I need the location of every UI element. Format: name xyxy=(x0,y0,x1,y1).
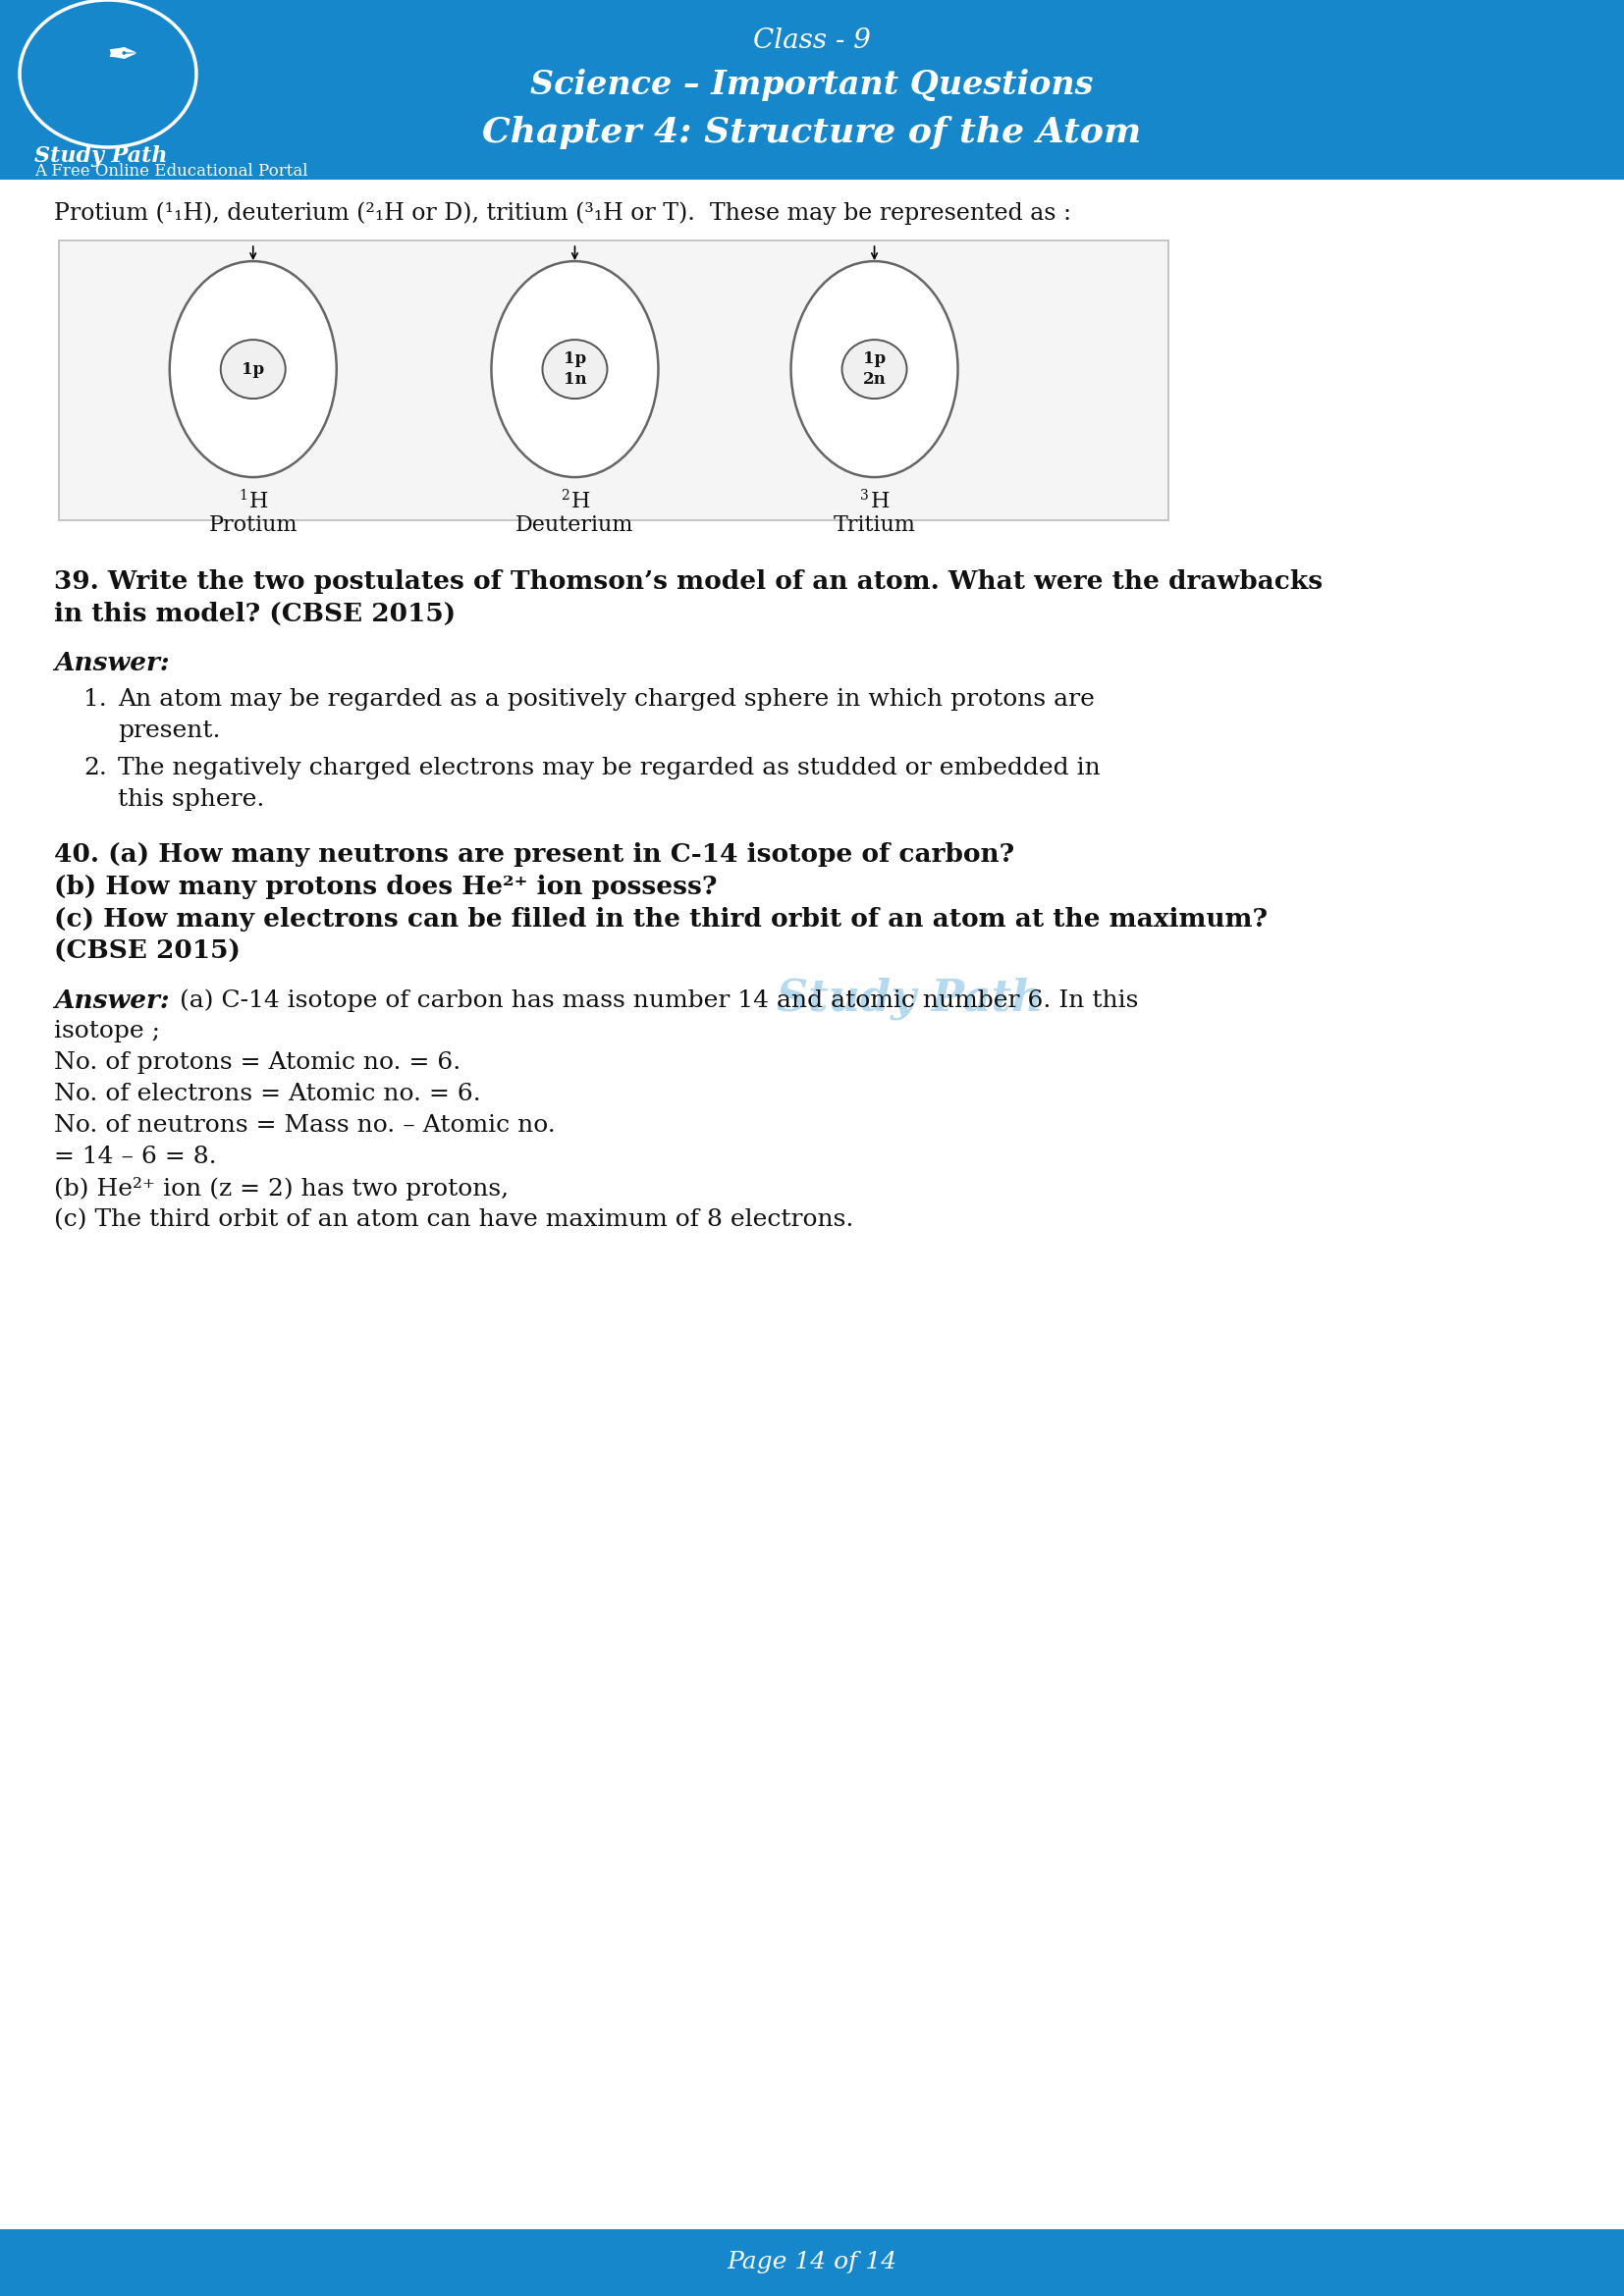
Text: No. of protons = Atomic no. = 6.: No. of protons = Atomic no. = 6. xyxy=(54,1052,461,1075)
Text: (a) C-14 isotope of carbon has mass number 14 and atomic number 6. In this: (a) C-14 isotope of carbon has mass numb… xyxy=(172,990,1138,1013)
Text: = 14 – 6 = 8.: = 14 – 6 = 8. xyxy=(54,1146,216,1169)
Text: 1.: 1. xyxy=(83,689,107,712)
Text: 1p
1n: 1p 1n xyxy=(564,351,586,388)
Text: H: H xyxy=(572,491,590,512)
Text: A Free Online Educational Portal: A Free Online Educational Portal xyxy=(34,163,309,179)
Text: Tritium: Tritium xyxy=(833,514,916,535)
Text: Study Path: Study Path xyxy=(34,145,167,168)
Text: isotope ;: isotope ; xyxy=(54,1019,161,1042)
Text: An atom may be regarded as a positively charged sphere in which protons are: An atom may be regarded as a positively … xyxy=(119,689,1095,712)
Text: Class - 9: Class - 9 xyxy=(754,28,870,55)
Text: 3: 3 xyxy=(861,489,869,503)
Text: 1: 1 xyxy=(239,489,247,503)
Text: 2: 2 xyxy=(560,489,568,503)
Text: (c) How many electrons can be filled in the third orbit of an atom at the maximu: (c) How many electrons can be filled in … xyxy=(54,907,1268,932)
Text: in this model? (CBSE 2015): in this model? (CBSE 2015) xyxy=(54,602,456,627)
Ellipse shape xyxy=(221,340,286,400)
Ellipse shape xyxy=(169,262,336,478)
Text: 40. (a) How many neutrons are present in C-14 isotope of carbon?: 40. (a) How many neutrons are present in… xyxy=(54,843,1015,868)
Text: No. of electrons = Atomic no. = 6.: No. of electrons = Atomic no. = 6. xyxy=(54,1084,481,1104)
Text: No. of neutrons = Mass no. – Atomic no.: No. of neutrons = Mass no. – Atomic no. xyxy=(54,1114,555,1137)
Text: 1p
2n: 1p 2n xyxy=(862,351,887,388)
Text: The negatively charged electrons may be regarded as studded or embedded in: The negatively charged electrons may be … xyxy=(119,758,1101,778)
Text: Chapter 4: Structure of the Atom: Chapter 4: Structure of the Atom xyxy=(482,115,1142,149)
Text: 39. Write the two postulates of Thomson’s model of an atom. What were the drawba: 39. Write the two postulates of Thomson’… xyxy=(54,569,1322,595)
FancyBboxPatch shape xyxy=(58,241,1168,521)
Text: Science – Important Questions: Science – Important Questions xyxy=(531,69,1093,101)
Text: H: H xyxy=(248,491,268,512)
Text: ✒: ✒ xyxy=(107,37,138,73)
Text: Answer:: Answer: xyxy=(54,990,169,1013)
Ellipse shape xyxy=(492,262,658,478)
Text: Protium (¹₁H), deuterium (²₁H or D), tritium (³₁H or T).  These may be represent: Protium (¹₁H), deuterium (²₁H or D), tri… xyxy=(54,202,1072,225)
Text: (b) He²⁺ ion (z = 2) has two protons,: (b) He²⁺ ion (z = 2) has two protons, xyxy=(54,1178,508,1201)
Text: 2.: 2. xyxy=(83,758,107,778)
Text: (b) How many protons does He²⁺ ion possess?: (b) How many protons does He²⁺ ion posse… xyxy=(54,875,718,900)
Text: Study Path: Study Path xyxy=(776,978,1044,1019)
Text: present.: present. xyxy=(119,719,221,742)
Ellipse shape xyxy=(841,340,906,400)
Text: (c) The third orbit of an atom can have maximum of 8 electrons.: (c) The third orbit of an atom can have … xyxy=(54,1208,854,1231)
Bar xyxy=(0,2229,1624,2296)
Text: Page 14 of 14: Page 14 of 14 xyxy=(728,2252,896,2273)
Text: 1p: 1p xyxy=(242,360,265,377)
Text: H: H xyxy=(870,491,890,512)
Bar xyxy=(0,0,1624,179)
Text: (CBSE 2015): (CBSE 2015) xyxy=(54,939,240,964)
Text: Deuterium: Deuterium xyxy=(516,514,633,535)
Text: Protium: Protium xyxy=(208,514,297,535)
Text: this sphere.: this sphere. xyxy=(119,788,265,810)
Ellipse shape xyxy=(542,340,607,400)
Text: Answer:: Answer: xyxy=(54,650,169,675)
Ellipse shape xyxy=(791,262,958,478)
